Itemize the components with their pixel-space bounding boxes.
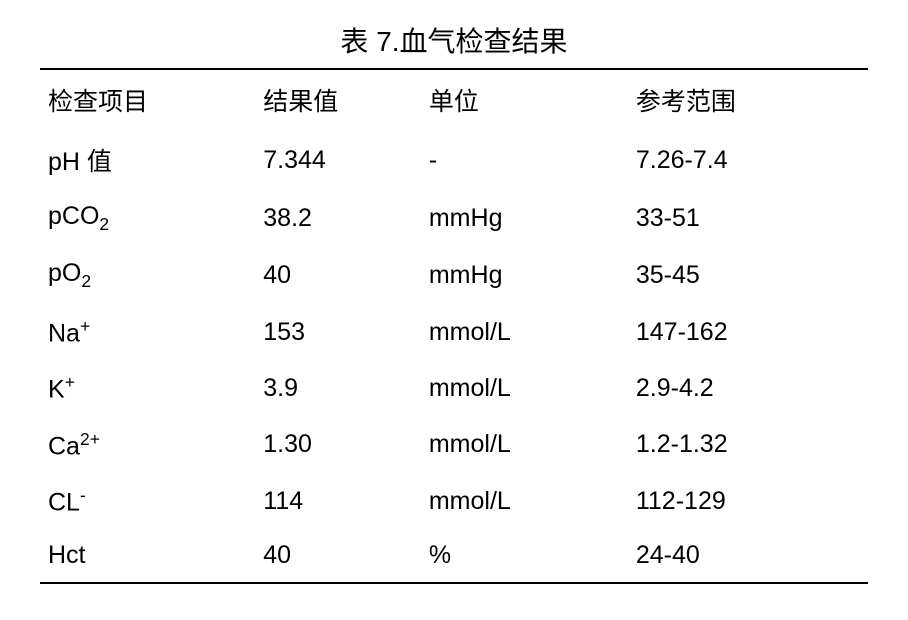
header-range: 参考范围 xyxy=(628,69,868,130)
blood-gas-table-container: 表 7.血气检查结果 检查项目 结果值 单位 参考范围 pH 值7.344-7.… xyxy=(40,20,868,584)
cell-range: 1.2-1.32 xyxy=(628,417,868,473)
cell-unit: - xyxy=(421,130,628,190)
cell-result: 7.344 xyxy=(255,130,421,190)
cell-item: Ca2+ xyxy=(40,417,255,473)
table-body: pH 值7.344-7.26-7.4pCO238.2mmHg33-51pO240… xyxy=(40,130,868,583)
cell-range: 112-129 xyxy=(628,473,868,529)
table-row: CL-114mmol/L112-129 xyxy=(40,473,868,529)
cell-item: pCO2 xyxy=(40,190,255,247)
table-row: pO240mmHg35-45 xyxy=(40,247,868,304)
cell-result: 40 xyxy=(255,529,421,583)
cell-range: 7.26-7.4 xyxy=(628,130,868,190)
cell-range: 147-162 xyxy=(628,304,868,360)
table-row: Ca2+1.30mmol/L1.2-1.32 xyxy=(40,417,868,473)
cell-item: Hct xyxy=(40,529,255,583)
header-unit: 单位 xyxy=(421,69,628,130)
table-row: pCO238.2mmHg33-51 xyxy=(40,190,868,247)
cell-item: K+ xyxy=(40,360,255,416)
cell-result: 153 xyxy=(255,304,421,360)
blood-gas-table: 检查项目 结果值 单位 参考范围 pH 值7.344-7.26-7.4pCO23… xyxy=(40,68,868,584)
table-row: Hct40%24-40 xyxy=(40,529,868,583)
cell-unit: mmol/L xyxy=(421,304,628,360)
cell-unit: mmol/L xyxy=(421,417,628,473)
header-result: 结果值 xyxy=(255,69,421,130)
cell-unit: mmHg xyxy=(421,247,628,304)
cell-range: 24-40 xyxy=(628,529,868,583)
cell-item: CL- xyxy=(40,473,255,529)
cell-result: 3.9 xyxy=(255,360,421,416)
cell-result: 1.30 xyxy=(255,417,421,473)
table-row: Na+153mmol/L147-162 xyxy=(40,304,868,360)
cell-result: 38.2 xyxy=(255,190,421,247)
table-row: K+3.9mmol/L2.9-4.2 xyxy=(40,360,868,416)
cell-item: pO2 xyxy=(40,247,255,304)
table-title: 表 7.血气检查结果 xyxy=(40,20,868,60)
cell-item: pH 值 xyxy=(40,130,255,190)
table-row: pH 值7.344-7.26-7.4 xyxy=(40,130,868,190)
cell-result: 114 xyxy=(255,473,421,529)
cell-range: 2.9-4.2 xyxy=(628,360,868,416)
cell-result: 40 xyxy=(255,247,421,304)
table-header-row: 检查项目 结果值 单位 参考范围 xyxy=(40,69,868,130)
cell-unit: mmol/L xyxy=(421,473,628,529)
cell-unit: % xyxy=(421,529,628,583)
cell-unit: mmHg xyxy=(421,190,628,247)
cell-range: 35-45 xyxy=(628,247,868,304)
cell-range: 33-51 xyxy=(628,190,868,247)
cell-item: Na+ xyxy=(40,304,255,360)
header-item: 检查项目 xyxy=(40,69,255,130)
cell-unit: mmol/L xyxy=(421,360,628,416)
